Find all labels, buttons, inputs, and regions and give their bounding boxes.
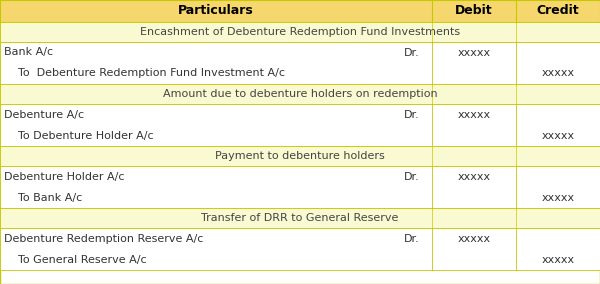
Text: Payment to debenture holders: Payment to debenture holders	[215, 151, 385, 161]
Text: Dr.: Dr.	[404, 110, 420, 120]
Text: Debenture Holder A/c: Debenture Holder A/c	[4, 172, 124, 181]
FancyBboxPatch shape	[0, 146, 600, 166]
Text: Amount due to debenture holders on redemption: Amount due to debenture holders on redem…	[163, 89, 437, 99]
Text: Transfer of DRR to General Reserve: Transfer of DRR to General Reserve	[202, 213, 398, 223]
Text: Dr.: Dr.	[404, 172, 420, 181]
Text: To Bank A/c: To Bank A/c	[4, 193, 82, 202]
FancyBboxPatch shape	[0, 104, 600, 146]
Text: xxxxx: xxxxx	[457, 172, 491, 181]
FancyBboxPatch shape	[0, 84, 600, 104]
FancyBboxPatch shape	[0, 166, 600, 208]
Text: xxxxx: xxxxx	[541, 68, 575, 78]
Text: Credit: Credit	[536, 5, 580, 18]
Text: Debenture Redemption Reserve A/c: Debenture Redemption Reserve A/c	[4, 233, 203, 243]
Text: Debenture A/c: Debenture A/c	[4, 110, 84, 120]
Text: xxxxx: xxxxx	[541, 254, 575, 264]
Text: To  Debenture Redemption Fund Investment A/c: To Debenture Redemption Fund Investment …	[4, 68, 284, 78]
Text: Dr.: Dr.	[404, 47, 420, 57]
FancyBboxPatch shape	[0, 0, 600, 22]
Text: xxxxx: xxxxx	[541, 131, 575, 141]
Text: xxxxx: xxxxx	[457, 233, 491, 243]
Text: Bank A/c: Bank A/c	[4, 47, 53, 57]
Text: Particulars: Particulars	[178, 5, 254, 18]
Text: Debit: Debit	[455, 5, 493, 18]
Text: Encashment of Debenture Redemption Fund Investments: Encashment of Debenture Redemption Fund …	[140, 27, 460, 37]
FancyBboxPatch shape	[0, 208, 600, 228]
Text: xxxxx: xxxxx	[457, 110, 491, 120]
Text: To General Reserve A/c: To General Reserve A/c	[4, 254, 146, 264]
Text: xxxxx: xxxxx	[457, 47, 491, 57]
Text: Dr.: Dr.	[404, 233, 420, 243]
FancyBboxPatch shape	[0, 22, 600, 42]
Text: xxxxx: xxxxx	[541, 193, 575, 202]
FancyBboxPatch shape	[0, 228, 600, 270]
Text: To Debenture Holder A/c: To Debenture Holder A/c	[4, 131, 153, 141]
FancyBboxPatch shape	[0, 42, 600, 84]
